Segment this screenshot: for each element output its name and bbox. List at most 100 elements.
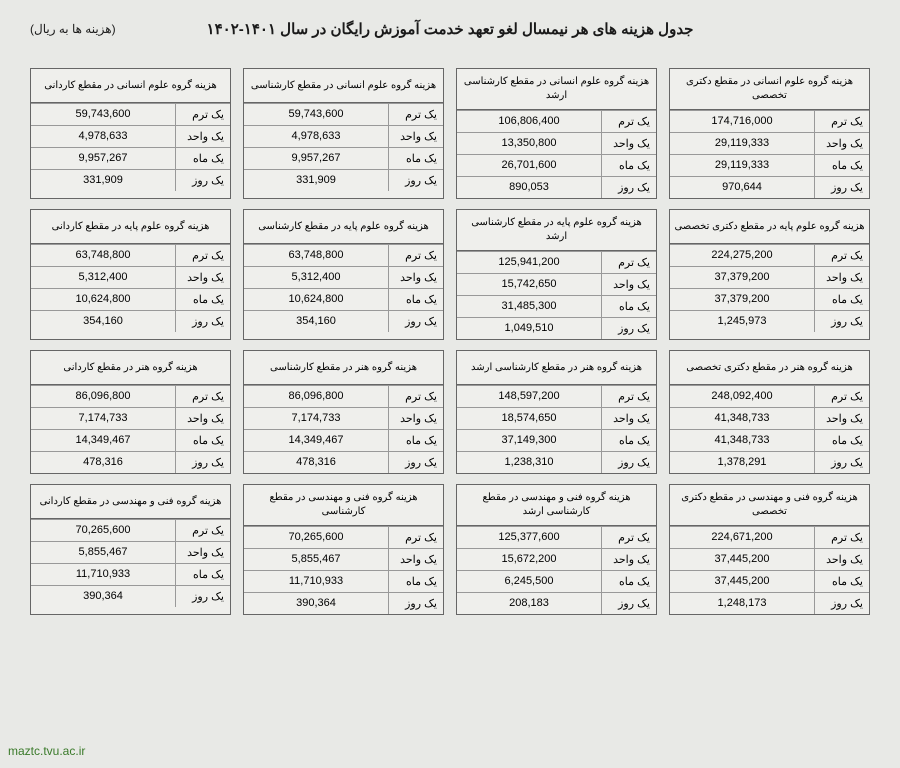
row-value: 354,160 <box>244 311 388 332</box>
row-value: 15,742,650 <box>457 274 601 295</box>
card-row: یک روز390,364 <box>31 585 230 607</box>
row-label: یک واحد <box>601 133 656 154</box>
row-value: 11,710,933 <box>31 564 175 585</box>
card-title: هزینه گروه علوم پایه در مقطع کارشناسی <box>244 210 443 244</box>
row-label: یک واحد <box>388 126 443 147</box>
row-value: 7,174,733 <box>244 408 388 429</box>
row-label: یک ماه <box>388 148 443 169</box>
card-title: هزینه گروه فنی و مهندسی در مقطع کاردانی <box>31 485 230 519</box>
card-title: هزینه گروه علوم انسانی در مقطع کارشناسی … <box>457 69 656 110</box>
row-value: 5,312,400 <box>244 267 388 288</box>
card-row: یک ترم86,096,800 <box>244 385 443 407</box>
row-label: یک ترم <box>601 252 656 273</box>
row-label: یک ترم <box>388 527 443 548</box>
row-value: 478,316 <box>31 452 175 473</box>
card-row: یک روز390,364 <box>244 592 443 614</box>
row-label: یک روز <box>601 593 656 614</box>
cost-card: هزینه گروه هنر در مقطع کارشناسی ارشدیک ت… <box>456 350 657 474</box>
row-label: یک واحد <box>175 267 230 288</box>
row-value: 41,348,733 <box>670 430 814 451</box>
card-title: هزینه گروه علوم پایه در مقطع کاردانی <box>31 210 230 244</box>
row-value: 5,312,400 <box>31 267 175 288</box>
row-label: یک ماه <box>601 155 656 176</box>
row-label: یک روز <box>388 452 443 473</box>
card-row: یک واحد29,119,333 <box>670 132 869 154</box>
card-row: یک ترم59,743,600 <box>31 103 230 125</box>
row-label: یک روز <box>175 586 230 607</box>
card-row: یک واحد7,174,733 <box>244 407 443 429</box>
row-label: یک روز <box>388 170 443 191</box>
row-label: یک ترم <box>175 104 230 125</box>
row-label: یک ترم <box>175 386 230 407</box>
cost-card: هزینه گروه فنی و مهندسی در مقطع دکتری تخ… <box>669 484 870 615</box>
row-value: 4,978,633 <box>244 126 388 147</box>
row-label: یک روز <box>814 452 869 473</box>
card-row: یک ماه26,701,600 <box>457 154 656 176</box>
row-value: 125,377,600 <box>457 527 601 548</box>
row-label: یک ترم <box>601 527 656 548</box>
cost-card: هزینه گروه علوم انسانی در مقطع کارشناسی … <box>456 68 657 199</box>
row-label: یک ماه <box>388 571 443 592</box>
card-row: یک ماه10,624,800 <box>31 288 230 310</box>
row-value: 354,160 <box>31 311 175 332</box>
row-label: یک روز <box>175 452 230 473</box>
row-label: یک ترم <box>814 527 869 548</box>
row-value: 331,909 <box>244 170 388 191</box>
card-row: یک ترم125,941,200 <box>457 251 656 273</box>
card-row: یک روز1,248,173 <box>670 592 869 614</box>
card-title: هزینه گروه علوم انسانی در مقطع کاردانی <box>31 69 230 103</box>
row-label: یک روز <box>601 177 656 198</box>
row-label: یک ماه <box>601 571 656 592</box>
row-value: 148,597,200 <box>457 386 601 407</box>
row-value: 331,909 <box>31 170 175 191</box>
card-row: یک واحد5,312,400 <box>31 266 230 288</box>
card-row: یک ترم59,743,600 <box>244 103 443 125</box>
row-label: یک ترم <box>814 111 869 132</box>
row-label: یک ماه <box>175 564 230 585</box>
card-row: یک ترم70,265,600 <box>244 526 443 548</box>
card-row: یک ترم224,275,200 <box>670 244 869 266</box>
card-row: یک ماه11,710,933 <box>244 570 443 592</box>
row-value: 59,743,600 <box>244 104 388 125</box>
row-label: یک ترم <box>388 104 443 125</box>
row-value: 10,624,800 <box>31 289 175 310</box>
card-row: یک ماه6,245,500 <box>457 570 656 592</box>
card-row: یک ترم70,265,600 <box>31 519 230 541</box>
row-label: یک ماه <box>814 289 869 310</box>
card-row: یک ماه14,349,467 <box>31 429 230 451</box>
card-row: یک روز890,053 <box>457 176 656 198</box>
card-row: یک واحد7,174,733 <box>31 407 230 429</box>
card-row: یک ترم63,748,800 <box>31 244 230 266</box>
card-row: یک روز354,160 <box>244 310 443 332</box>
cost-card: هزینه گروه هنر در مقطع کاردانییک ترم86,0… <box>30 350 231 474</box>
row-value: 31,485,300 <box>457 296 601 317</box>
row-value: 1,248,173 <box>670 593 814 614</box>
row-value: 125,941,200 <box>457 252 601 273</box>
card-title: هزینه گروه هنر در مقطع کارشناسی <box>244 351 443 385</box>
row-value: 1,049,510 <box>457 318 601 339</box>
row-label: یک واحد <box>601 549 656 570</box>
row-value: 1,378,291 <box>670 452 814 473</box>
row-label: یک واحد <box>601 408 656 429</box>
row-value: 890,053 <box>457 177 601 198</box>
row-label: یک ماه <box>175 289 230 310</box>
card-row: یک ماه10,624,800 <box>244 288 443 310</box>
cost-card: هزینه گروه فنی و مهندسی در مقطع کاردانیی… <box>30 484 231 615</box>
header: جدول هزینه های هر نیمسال لغو تعهد خدمت آ… <box>30 20 870 38</box>
card-title: هزینه گروه علوم انسانی در مقطع کارشناسی <box>244 69 443 103</box>
watermark: maztc.tvu.ac.ir <box>8 744 85 758</box>
row-label: یک ترم <box>388 245 443 266</box>
card-row: یک ماه37,379,200 <box>670 288 869 310</box>
card-title: هزینه گروه فنی و مهندسی در مقطع کارشناسی <box>244 485 443 526</box>
card-row: یک ترم224,671,200 <box>670 526 869 548</box>
row-value: 29,119,333 <box>670 155 814 176</box>
row-label: یک ترم <box>601 111 656 132</box>
card-row: یک روز208,183 <box>457 592 656 614</box>
row-label: یک ماه <box>388 430 443 451</box>
card-title: هزینه گروه هنر در مقطع کاردانی <box>31 351 230 385</box>
cost-card: هزینه گروه فنی و مهندسی در مقطع کارشناسی… <box>456 484 657 615</box>
card-row: یک ترم63,748,800 <box>244 244 443 266</box>
row-label: یک واحد <box>814 408 869 429</box>
row-value: 1,238,310 <box>457 452 601 473</box>
cost-card: هزینه گروه علوم پایه در مقطع دکتری تخصصی… <box>669 209 870 340</box>
